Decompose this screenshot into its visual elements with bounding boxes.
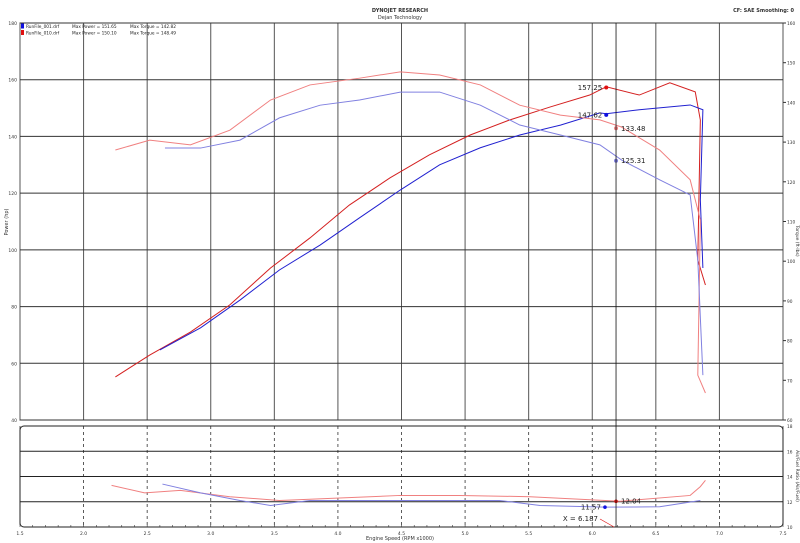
afr-tick-label: 12 (787, 500, 793, 506)
legend-swatch (21, 30, 24, 35)
legend-max-torque: Max Torque = 142.82 (130, 24, 176, 30)
x-tick-label: 7.5 (779, 531, 786, 537)
chart-subtitle: Dejan Technology (377, 15, 423, 21)
y-tick-label: 120 (8, 191, 17, 197)
x-tick-label: 6.5 (652, 531, 659, 537)
value-label: 133.48 (621, 125, 646, 133)
x-tick-label: 5.0 (461, 531, 468, 537)
legend-file: RunFile_001.drf (26, 24, 60, 30)
afr-value-marker (603, 505, 607, 509)
legend-file: RunFile_010.drf (26, 31, 60, 37)
legend-max-torque: Max Torque = 148.49 (130, 31, 176, 37)
chart-title: DYNOJET RESEARCH (371, 8, 429, 14)
afr-tick-label: 16 (787, 449, 793, 455)
y-axis-label: Power (hp) (4, 208, 10, 235)
y2-tick-label: 100 (787, 259, 795, 265)
value-marker (604, 85, 609, 90)
y2-tick-label: 90 (787, 299, 793, 305)
x-tick-label: 3.0 (207, 531, 214, 537)
y-tick-label: 60 (11, 361, 17, 367)
x-tick-label: 6.0 (589, 531, 596, 537)
x-tick-label: 1.5 (16, 531, 23, 537)
y-tick-label: 100 (8, 248, 17, 254)
y2-tick-label: 150 (787, 61, 795, 67)
x-tick-label: 4.5 (398, 531, 405, 537)
afr-axis-label: Air/Fuel Ratio (Air/Fuel) (794, 450, 800, 502)
afr-value-label: 12.04 (621, 498, 642, 506)
x-tick-label: 5.5 (525, 531, 532, 537)
afr-tick-label: 14 (787, 475, 793, 481)
value-marker (604, 112, 609, 117)
legend-swatch (21, 23, 24, 29)
afr-tick-label: 10 (787, 525, 793, 531)
y-tick-label: 140 (8, 134, 17, 140)
y2-axis-label: Torque (ft-lbs) (794, 224, 800, 257)
value-label: 125.31 (621, 157, 646, 165)
x-tick-label: 4.0 (334, 531, 341, 537)
legend-max-power: Max Power = 151.65 (72, 24, 117, 30)
y2-tick-label: 160 (787, 21, 795, 27)
y-tick-label: 80 (11, 305, 17, 311)
afr-series-line (111, 479, 706, 502)
x-tick-label: 2.0 (80, 531, 87, 537)
y2-tick-label: 120 (787, 180, 795, 186)
y-tick-label: 40 (11, 418, 17, 424)
y-tick-label: 160 (8, 78, 17, 84)
x-tick-label: 7.0 (716, 531, 723, 537)
settings-text: CF: SAE Smoothing: 0 (733, 8, 794, 14)
y2-tick-label: 70 (787, 378, 793, 384)
x-tick-label: 2.5 (144, 531, 151, 537)
torque-series-line (164, 91, 704, 376)
legend-max-power: Max Power = 150.10 (72, 31, 117, 37)
y2-tick-label: 130 (787, 140, 795, 146)
power-series-line (115, 82, 706, 378)
cursor-pointer (599, 518, 615, 528)
torque-series-line (115, 71, 706, 394)
x-axis-label: Engine Speed (RPM x1000) (366, 536, 434, 542)
value-label: 147.62 (578, 111, 603, 119)
y2-tick-label: 80 (787, 339, 793, 345)
y2-tick-label: 110 (787, 220, 795, 226)
power-series-line (159, 104, 704, 351)
value-label: 157.25 (578, 84, 603, 92)
afr-series-line (162, 483, 701, 508)
x-tick-label: 3.5 (271, 531, 278, 537)
afr-value-label: 11.57 (581, 504, 601, 512)
y2-tick-label: 60 (787, 418, 793, 424)
afr-tick-label: 18 (787, 424, 793, 430)
cursor-label: X = 6.187 (563, 515, 598, 523)
y-tick-label: 180 (8, 21, 17, 27)
y2-tick-label: 140 (787, 100, 795, 106)
